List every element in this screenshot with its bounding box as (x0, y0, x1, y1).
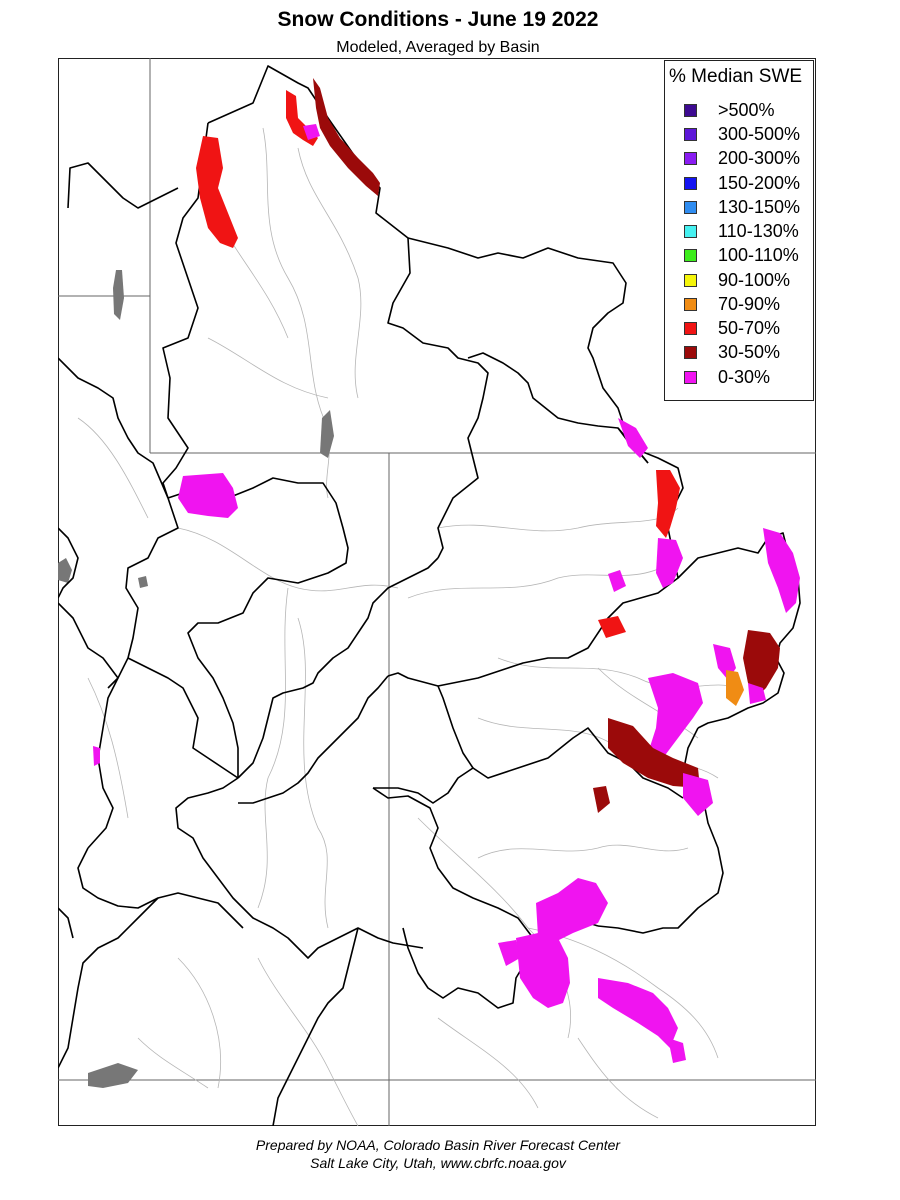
legend-item: 200-300% (684, 147, 800, 169)
legend-swatch (684, 345, 697, 359)
rivers (77, 127, 739, 1126)
legend-swatch (684, 224, 697, 238)
legend-label: 130-150% (718, 196, 801, 217)
footer-location: Salt Lake City, Utah, www.cbrfc.noaa.gov (310, 1155, 566, 1171)
basin-boundaries (58, 65, 801, 1126)
legend-swatch (684, 176, 697, 190)
legend-label: 100-110% (718, 244, 799, 265)
legend-item: 50-70% (684, 317, 780, 339)
legend-label: 300-500% (718, 123, 801, 144)
legend-item: 70-90% (684, 293, 780, 315)
legend-label: 110-130% (718, 220, 799, 241)
legend-label: 150-200% (718, 172, 801, 193)
legend-label: 200-300% (718, 147, 801, 168)
legend-label: >500% (718, 99, 775, 120)
legend-item: 150-200% (684, 172, 800, 194)
legend-item: 90-100% (684, 269, 790, 291)
map-subtitle: Modeled, Averaged by Basin (336, 39, 540, 56)
legend-swatch (684, 273, 697, 287)
legend-label: 70-90% (718, 293, 781, 314)
legend-item: 130-150% (684, 196, 800, 218)
legend-item: 0-30% (684, 366, 770, 388)
legend-swatch (684, 103, 697, 117)
legend-item: 100-110% (684, 244, 799, 266)
legend-title: % Median SWE (669, 66, 803, 87)
legend-swatch (684, 370, 697, 384)
legend-swatch (684, 200, 697, 214)
legend-item: 110-130% (684, 220, 799, 242)
legend-label: 0-30% (718, 366, 771, 387)
legend-label: 90-100% (718, 269, 791, 290)
legend-item: 300-500% (684, 123, 800, 145)
legend-label: 50-70% (718, 317, 781, 338)
legend-swatch (684, 151, 697, 165)
state-boundaries (58, 58, 816, 1126)
legend-swatch (684, 248, 697, 262)
swe-pixels (93, 78, 800, 1063)
legend-swatch (684, 297, 697, 311)
footer-credit: Prepared by NOAA, Colorado Basin River F… (255, 1137, 621, 1153)
map-title: Snow Conditions - June 19 2022 (277, 8, 599, 31)
legend-swatch (684, 127, 697, 141)
legend-label: 30-50% (718, 341, 781, 362)
map-legend: % Median SWE >500% 300-500% 200-300% 150… (664, 60, 814, 401)
legend-swatch (684, 321, 697, 335)
legend-item: >500% (684, 99, 775, 121)
legend-item: 30-50% (684, 341, 780, 363)
